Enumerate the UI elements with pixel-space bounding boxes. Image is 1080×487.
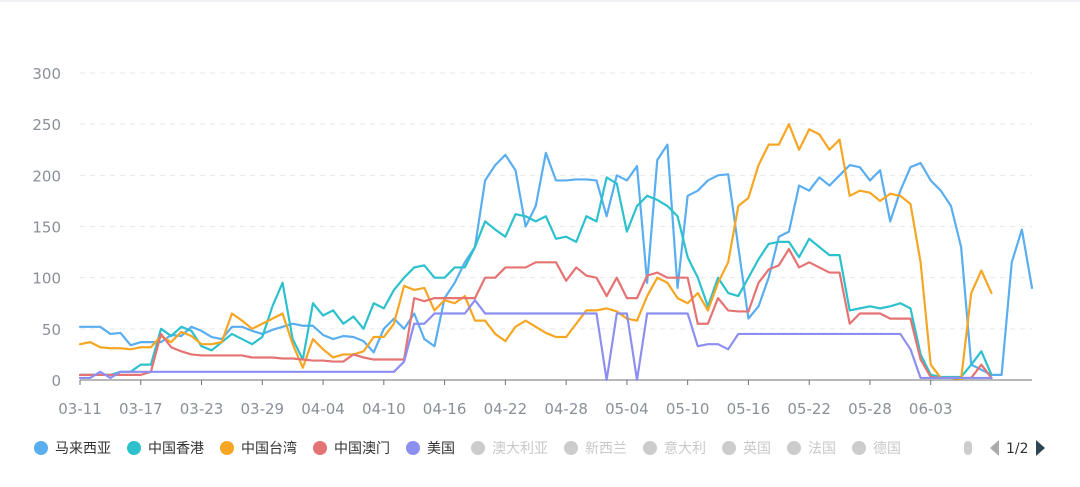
legend-label: 德国: [873, 441, 901, 457]
x-tick-label: 04-16: [423, 400, 467, 418]
series-line[interactable]: [78, 247, 993, 380]
legend-marker: [787, 441, 801, 455]
x-tick-label: 05-04: [605, 400, 649, 418]
series-line[interactable]: [78, 176, 993, 379]
legend-label: 澳大利亚: [492, 441, 548, 457]
legend-label: 中国澳门: [334, 441, 390, 457]
x-tick-label: 03-23: [180, 400, 224, 418]
series-line[interactable]: [78, 143, 1034, 376]
x-tick-label: 04-28: [544, 400, 588, 418]
y-tick-label: 150: [32, 219, 61, 237]
legend-label: 中国香港: [148, 441, 204, 457]
legend-marker: [471, 441, 485, 455]
series-line[interactable]: [78, 123, 993, 381]
x-tick-label: 05-28: [848, 400, 892, 418]
x-tick-label: 04-22: [484, 400, 528, 418]
x-tick-label: 03-29: [241, 400, 285, 418]
legend-item[interactable]: 中国台湾: [220, 440, 297, 457]
legend-label: 法国: [808, 441, 836, 457]
legend-item[interactable]: 马来西亚: [34, 441, 111, 457]
legend-item[interactable]: 中国香港: [127, 441, 204, 457]
x-tick-label: 05-10: [666, 400, 710, 418]
legend-marker: [220, 441, 234, 455]
x-tick-label: 05-22: [787, 400, 831, 418]
legend-label: 新西兰: [585, 441, 627, 457]
series-line[interactable]: [78, 299, 993, 382]
legend-marker: [564, 441, 578, 455]
legend-marker: [852, 441, 866, 455]
series-lines: [78, 123, 1034, 382]
legend-marker: [643, 441, 657, 455]
legend-label: 马来西亚: [55, 441, 111, 457]
grid-lines: [80, 72, 1032, 330]
legend: 马来西亚 中国香港 中国台湾 中国澳门 美国 澳大利亚 新西兰 意大利 英国 法国 德国 1/2: [34, 440, 1045, 457]
legend-item[interactable]: 英国: [722, 440, 771, 457]
legend-item[interactable]: 澳大利亚: [471, 441, 548, 457]
legend-marker: [313, 441, 327, 455]
legend-marker: [34, 441, 48, 455]
y-tick-label: 300: [32, 65, 61, 83]
legend-label: 意大利: [664, 440, 706, 457]
y-tick-label: 100: [32, 270, 61, 288]
triangle-right-icon[interactable]: [1036, 440, 1045, 456]
legend-pager: 1/2: [990, 440, 1045, 457]
legend-page-indicator: 1/2: [1006, 441, 1029, 457]
legend-marker: [406, 441, 420, 455]
legend-item[interactable]: 法国: [787, 441, 836, 457]
x-axis: 03-11 03-17 03-23 03-29 04-04 04-10 04-16 04-22…: [58, 379, 1032, 418]
legend-label: 英国: [743, 440, 771, 457]
legend-item[interactable]: 德国: [852, 441, 901, 457]
x-tick-label: 05-16: [727, 400, 771, 418]
legend-item[interactable]: 新西兰: [564, 441, 627, 457]
y-tick-label: 50: [42, 321, 61, 339]
y-axis: 0 50 100 150 200 250 300: [32, 65, 61, 390]
legend-overflow-marker: [964, 441, 972, 455]
x-tick-label: 04-10: [362, 400, 406, 418]
y-tick-label: 0: [51, 372, 61, 390]
x-tick-label: 04-04: [301, 400, 345, 418]
legend-marker: [722, 441, 736, 455]
x-tick-label: 03-11: [58, 400, 102, 418]
legend-marker: [127, 441, 141, 455]
y-tick-label: 250: [32, 116, 61, 134]
legend-item[interactable]: 中国澳门: [313, 441, 390, 457]
legend-item[interactable]: 意大利: [643, 440, 706, 457]
legend-label: 美国: [427, 441, 455, 457]
triangle-left-icon[interactable]: [990, 440, 999, 456]
x-tick-label: 03-17: [119, 400, 163, 418]
top-divider: [0, 0, 1080, 2]
legend-item[interactable]: 美国: [406, 441, 455, 457]
y-tick-label: 200: [32, 167, 61, 185]
x-tick-label: 06-03: [909, 400, 953, 418]
legend-label: 中国台湾: [241, 440, 297, 457]
